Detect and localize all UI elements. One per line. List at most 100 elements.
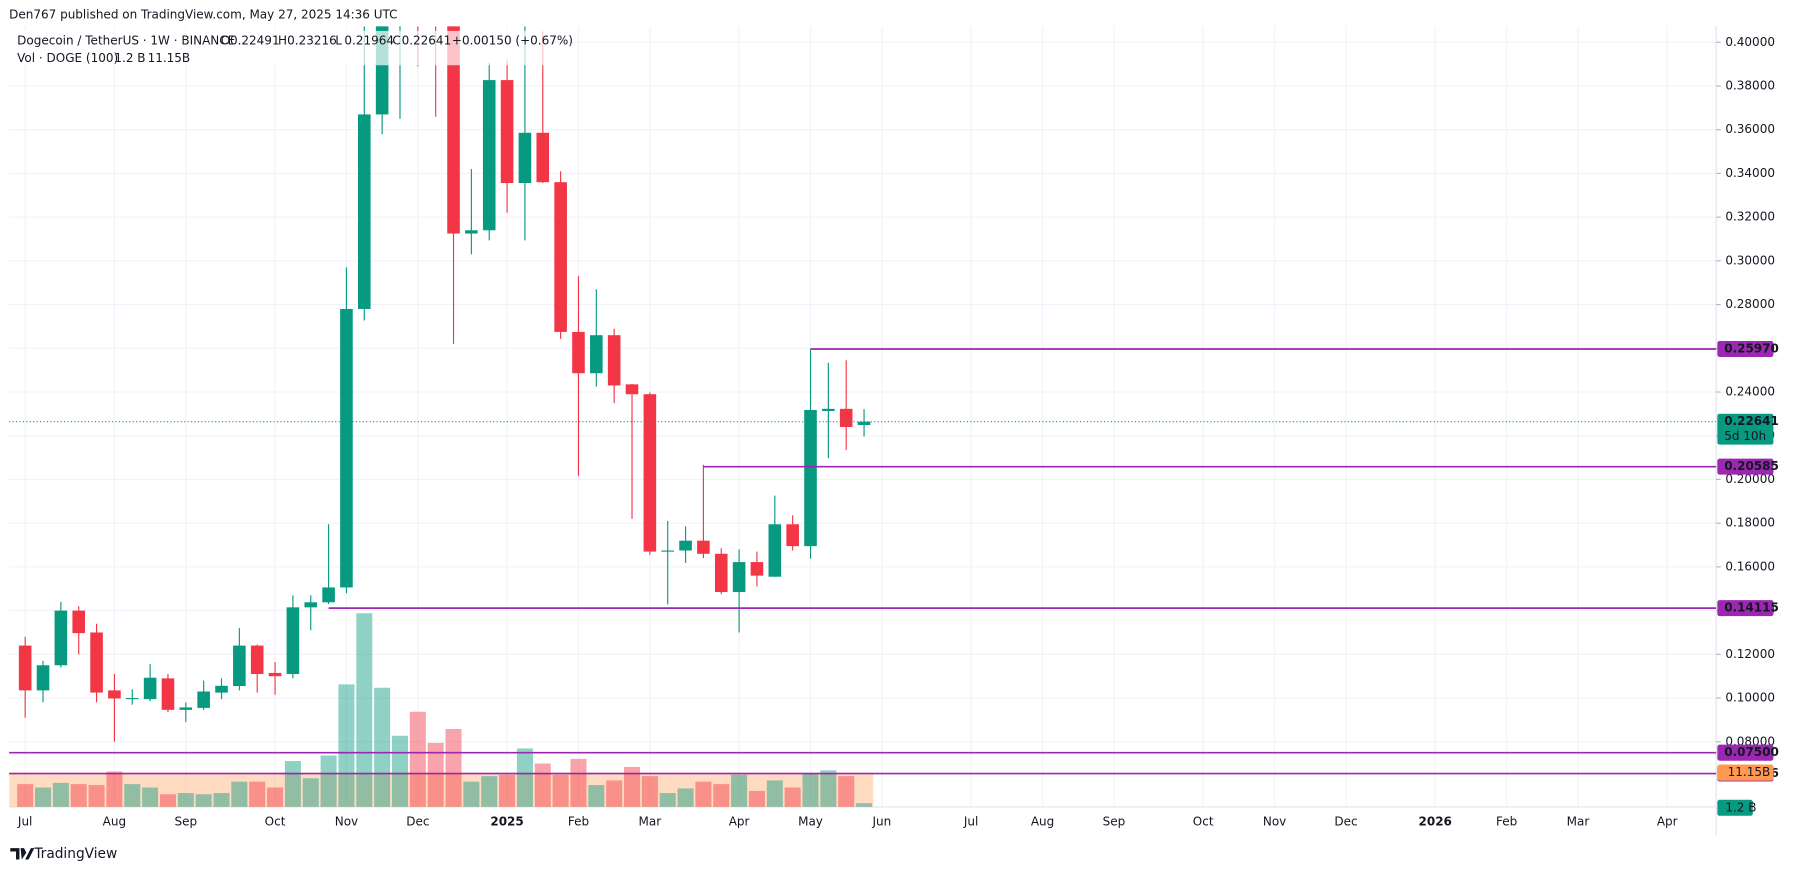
candle-body — [90, 632, 103, 693]
y-tick-label: 0.32000 — [1725, 210, 1775, 224]
candle-body — [697, 540, 710, 554]
y-tick-label: 0.20000 — [1725, 472, 1775, 486]
candle-body — [768, 524, 782, 577]
candle-body — [572, 331, 585, 374]
volume-bar — [677, 788, 694, 807]
volume-bar — [142, 787, 159, 807]
volume-bar — [70, 784, 87, 807]
volume-bar — [856, 803, 873, 807]
y-tick-label: 0.18000 — [1725, 516, 1775, 530]
volume-bar — [35, 787, 52, 807]
volume-bar — [463, 781, 480, 807]
candle-body — [161, 678, 175, 710]
legend-title: Dogecoin / TetherUS · 1W · BINANCE — [17, 34, 235, 48]
volume-bar — [302, 778, 319, 807]
brand-logo: TradingView — [10, 846, 117, 862]
volume-bar — [570, 758, 587, 807]
candle-body — [482, 80, 496, 231]
level-label: 0.25970 — [1724, 341, 1779, 355]
y-tick-label: 0.10000 — [1725, 691, 1775, 705]
level-label-box — [1717, 340, 1774, 357]
candle-body — [18, 645, 32, 691]
candle-body — [554, 182, 567, 332]
ohlc-value: 0.22641 — [402, 34, 452, 48]
level-label: 0.07500 — [1724, 745, 1779, 759]
x-tick-label: Dec — [406, 814, 429, 828]
candle-body — [54, 610, 68, 666]
volume-bar — [588, 785, 605, 807]
candle-body — [839, 408, 853, 427]
volume-bar — [177, 793, 194, 807]
volume-bar — [552, 774, 569, 807]
candle-body — [786, 524, 799, 547]
x-tick-label: Aug — [1031, 814, 1054, 828]
x-tick-label: 2025 — [490, 814, 523, 828]
level-label: 0.14115 — [1724, 601, 1779, 615]
volume-bar — [624, 766, 641, 807]
candle-body — [357, 114, 371, 309]
candle-body — [679, 540, 692, 551]
countdown: 5d 10h — [1724, 429, 1766, 443]
volume-bar — [213, 793, 230, 807]
volume-bar — [356, 613, 373, 807]
legend-volume-ma: 11.15B — [148, 51, 191, 65]
candle-body — [750, 562, 764, 576]
y-tick-label: 0.28000 — [1725, 297, 1775, 311]
volume-bar — [124, 784, 141, 807]
volume-bar — [231, 781, 248, 807]
y-tick-label: 0.12000 — [1725, 647, 1775, 661]
legend-change: +0.00150 (+0.67%) — [452, 34, 573, 48]
candle-body — [590, 335, 603, 374]
volume-bar — [606, 780, 623, 807]
volume-bar — [784, 787, 801, 807]
volume-bar — [52, 782, 69, 807]
y-tick-label: 0.24000 — [1725, 385, 1775, 399]
candle-body — [215, 685, 228, 693]
x-tick-label: Oct — [1193, 814, 1214, 828]
x-tick-label: Feb — [1496, 814, 1517, 828]
volume-bar — [391, 735, 408, 807]
y-tick-label: 0.38000 — [1725, 78, 1775, 92]
x-tick-label: Mar — [1567, 814, 1590, 828]
volume-bar — [195, 794, 212, 807]
candle-body — [500, 80, 514, 184]
volume-ma-area — [9, 772, 874, 807]
y-tick-label: 0.34000 — [1725, 166, 1775, 180]
candle-body — [518, 132, 532, 184]
x-tick-label: Sep — [174, 814, 197, 828]
ohlc-value: 0.23216 — [287, 34, 337, 48]
candle-body — [286, 607, 300, 675]
volume-bar — [445, 729, 462, 807]
x-tick-label: 2026 — [1418, 814, 1451, 828]
volume-bar — [499, 774, 516, 807]
candle-body — [857, 421, 871, 426]
candle-body — [714, 553, 728, 593]
x-tick-label: Aug — [103, 814, 126, 828]
volume-bar — [838, 776, 855, 807]
volume-bar — [427, 742, 444, 807]
y-tick-label: 0.16000 — [1725, 559, 1775, 573]
candle-body — [304, 602, 318, 608]
volume-bar — [374, 687, 391, 807]
volume-bar — [731, 774, 748, 807]
candle-body — [108, 690, 121, 699]
x-tick-label: May — [798, 814, 823, 828]
candle-body — [268, 672, 282, 677]
ohlc-letter: L — [335, 34, 342, 48]
ohlc-letter: O — [221, 34, 230, 48]
ohlc-letter: H — [278, 34, 287, 48]
x-tick-label: Apr — [729, 814, 750, 828]
ohlc-value: 0.22491 — [230, 34, 280, 48]
candle-body — [643, 394, 657, 552]
candle-body — [233, 645, 246, 687]
volume-bar — [284, 761, 301, 807]
volume-bar — [481, 776, 498, 807]
volume-bar — [802, 773, 819, 807]
x-tick-label: Feb — [568, 814, 589, 828]
candle-body — [465, 230, 478, 234]
x-tick-label: Nov — [1263, 814, 1286, 828]
volume-bar — [267, 787, 284, 807]
candle-body — [625, 384, 639, 395]
volume-last-label: 1.2 B — [1725, 800, 1756, 814]
